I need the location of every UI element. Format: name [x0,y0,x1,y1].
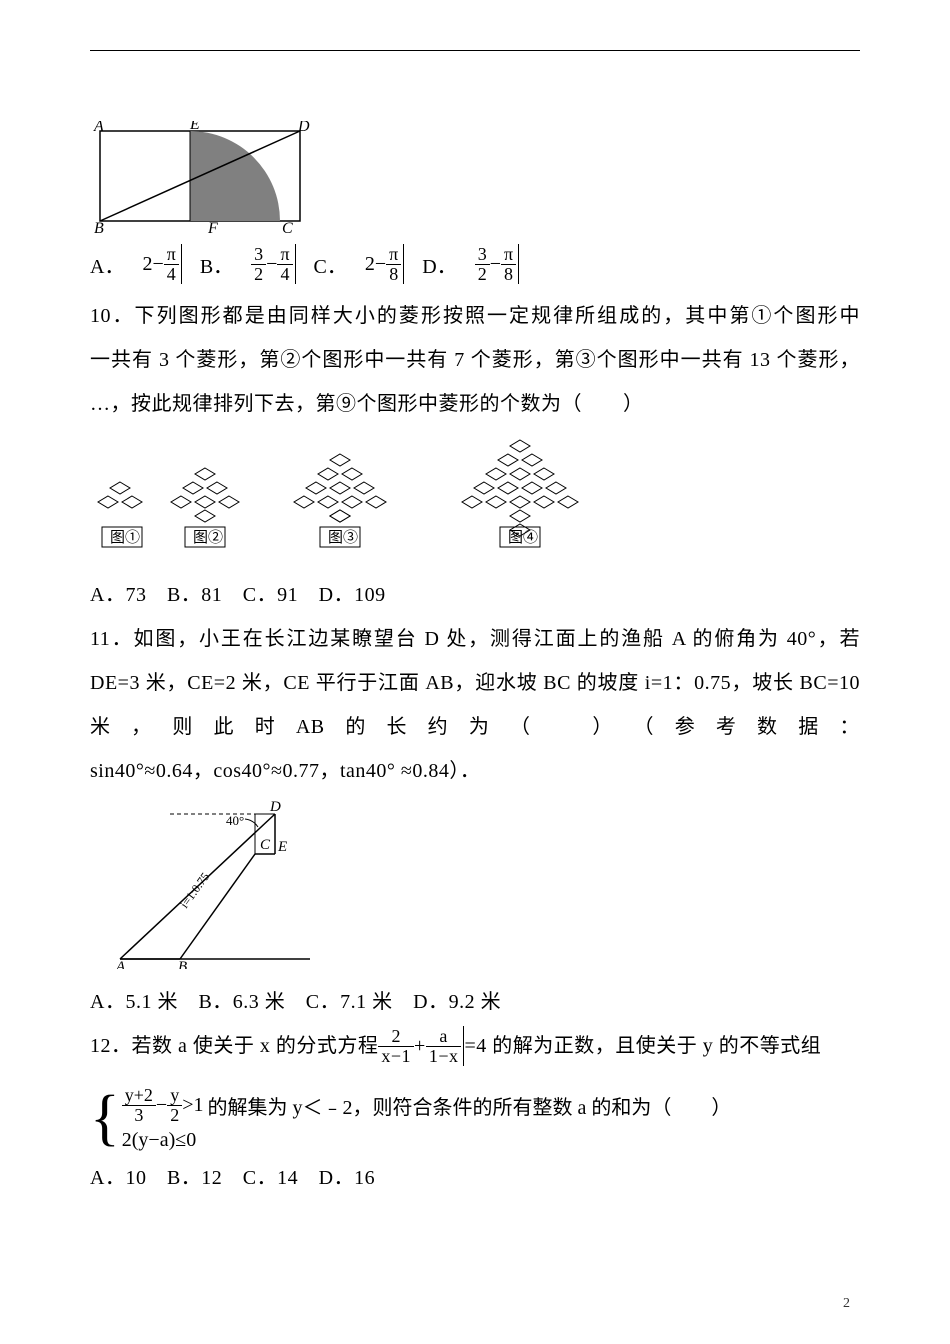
svg-text:图④: 图④ [508,529,538,546]
svg-text:B: B [178,959,187,969]
frac-num: 3 [251,245,266,265]
q12-text-a: 12．若数 a 使关于 x 的分式方程 [90,1024,378,1068]
q12-tail-text: 的解集为 y＜﹣2，则符合条件的所有整数 a 的和为（ ） [207,1091,731,1120]
frac-den: 2 [475,265,490,284]
opt-D-label: D． [422,250,456,279]
svg-text:图①: 图① [110,529,140,546]
q9-figure: A E D B F C [90,121,860,238]
frac-den: 8 [501,265,516,284]
q11-line3: 米，则此时AB的长约为（ ）（参考数据： [90,705,860,749]
q10-line1: 10．下列图形都是由同样大小的菱形按照一定规律所组成的，其中第①个图形中 [90,294,860,338]
svg-text:E: E [277,839,287,855]
q9-options: A． 2− π4 B． 32 − π4 C． 2− π8 D． 32 − π8 [90,244,860,284]
opt-A-lead: 2− [142,253,163,276]
q12-options: A．10 B．12 C．14 D．16 [90,1156,860,1200]
opt-C-label: C． [314,250,347,279]
q12-row2: 2(y−a)≤0 [122,1129,732,1152]
minus: − [266,253,277,276]
opt-B-label: B． [200,250,233,279]
label-B: B [94,220,104,233]
frac-num: 3 [475,245,490,265]
svg-text:A: A [115,959,126,969]
page-number: 2 [843,1296,850,1312]
minus: − [490,253,501,276]
frac-num: π [501,245,516,265]
q11-line2: DE=3 米，CE=2 米，CE 平行于江面 AB，迎水坡 BC 的坡度 i=1… [90,661,860,705]
svg-text:图②: 图② [193,529,223,546]
brace-icon: { [90,1091,120,1147]
svg-text:i=1:0.75: i=1:0.75 [177,870,212,911]
label-D: D [297,121,310,135]
q11-line4: sin40°≈0.64，cos40°≈0.77，tan40° ≈0.84）． [90,749,860,793]
frac-num: π [386,245,401,265]
svg-text:40°: 40° [226,813,244,828]
frac-num: π [164,245,179,265]
q10-options: A．73 B．81 C．91 D．109 [90,573,860,617]
q11-options: A．5.1 米 B．6.3 米 C．7.1 米 D．9.2 米 [90,980,860,1024]
frac-den: 4 [164,265,179,284]
frac-num: π [277,245,292,265]
q12-text-b: =4 的解为正数，且使关于 y 的不等式组 [464,1024,821,1068]
label-A: A [93,121,104,135]
q10-line2: 一共有 3 个菱形，第②个图形中一共有 7 个菱形，第③个图形中一共有 13 个… [90,338,860,382]
opt-B-expr: 32 − π4 [251,244,295,284]
opt-A-expr: 2− π4 [142,244,181,284]
frac-den: 2 [251,265,266,284]
svg-text:D: D [269,799,281,815]
opt-C-expr: 2− π8 [365,244,404,284]
q10-line3: …，按此规律排列下去，第⑨个图形中菱形的个数为（ ） [90,382,860,426]
q11-line1: 11．如图，小王在长江边某瞭望台 D 处，测得江面上的渔船 A 的俯角为 40°… [90,617,860,661]
opt-C-lead: 2− [365,253,386,276]
opt-A-label: A． [90,250,124,279]
q11-figure: 40° D C E A B i=1:0.75 [110,799,860,974]
label-E: E [189,121,200,133]
svg-text:图③: 图③ [328,529,358,546]
frac-den: 4 [277,265,292,284]
q12-line1: 12．若数 a 使关于 x 的分式方程 2x−1 + a1−x =4 的解为正数… [90,1024,860,1068]
frac-den: 8 [386,265,401,284]
q12-system: { y+23 − y2 >1 的解集为 y＜﹣2，则符合条件的所有整数 a 的和… [90,1086,860,1152]
label-F: F [207,220,218,233]
q10-figure: 图① 图② 图③ 图④ [90,432,860,567]
svg-text:C: C [260,837,271,853]
opt-D-expr: 32 − π8 [475,244,519,284]
label-C: C [282,220,293,233]
